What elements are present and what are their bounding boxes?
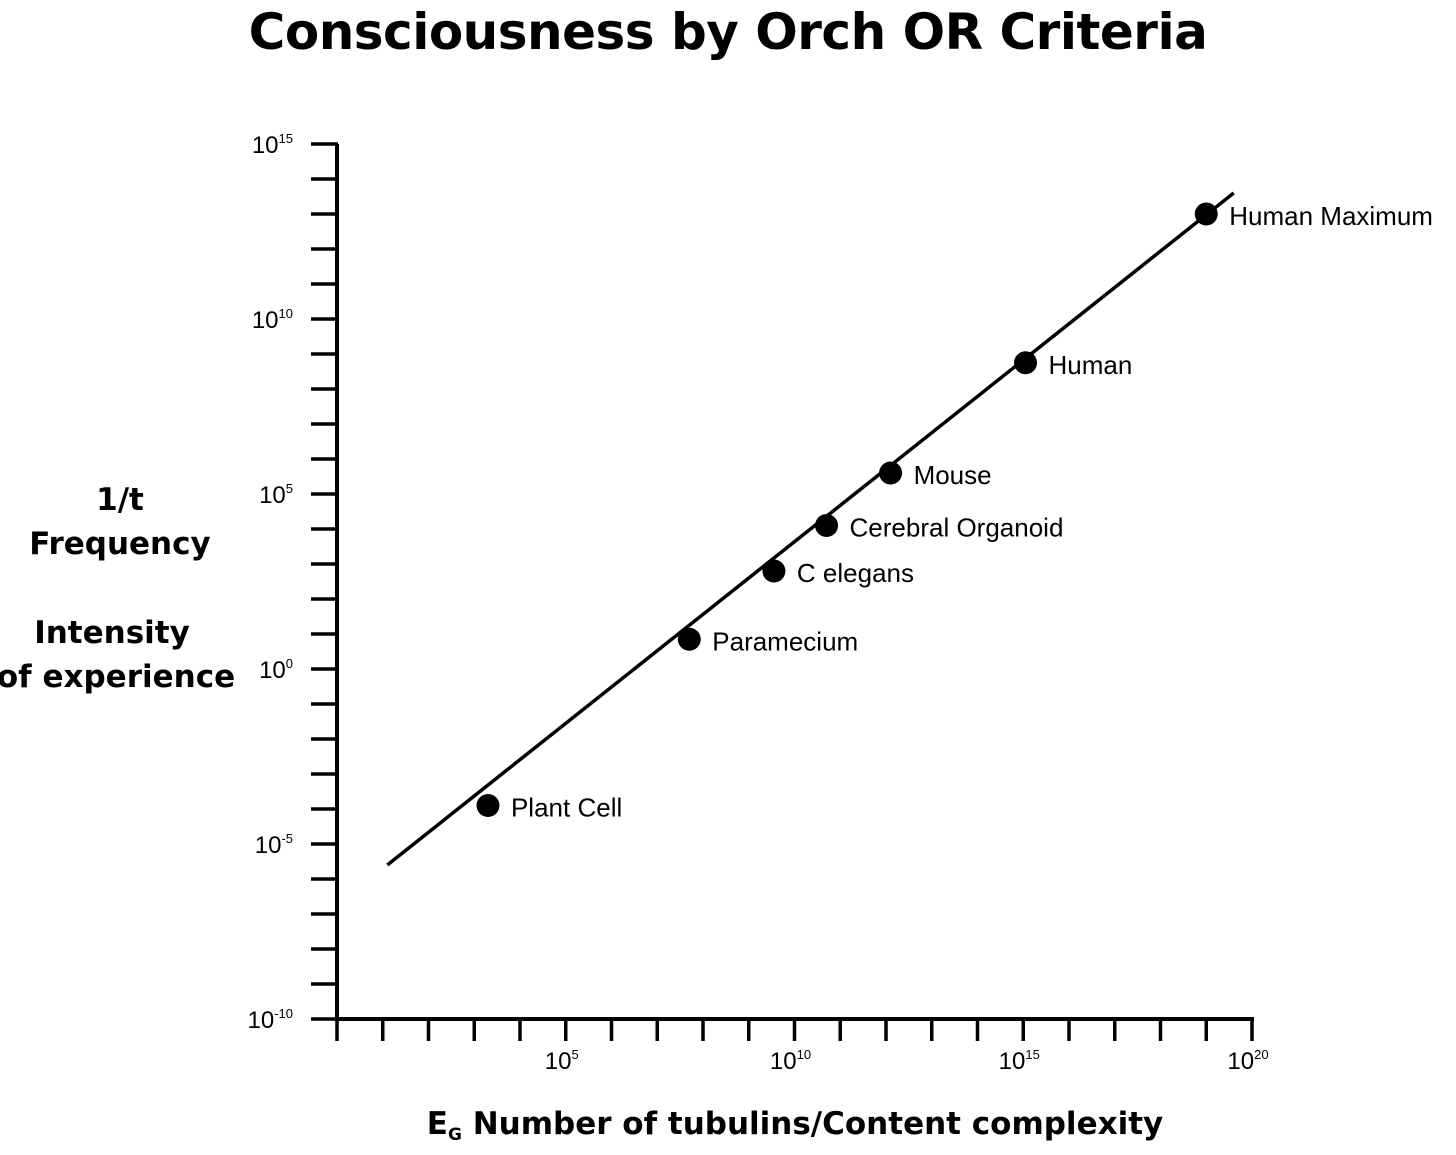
x-tick-label-exponent: 5 [571,1047,578,1062]
data-point-label: Plant Cell [511,793,622,823]
data-points: Plant Cell Paramecium C elegans Cerebral Or… [476,201,1433,823]
data-point [815,514,839,537]
x-tick-label: 1010 [770,1047,811,1075]
x-tick-label: 105 [545,1047,579,1075]
y-tick-label-exponent: 15 [279,131,293,146]
data-point-label: Human [1049,350,1133,380]
trend-line-layer [386,191,1235,867]
chart-title: Consciousness by Orch OR Criteria [248,3,1208,61]
y-tick-label-exponent: 0 [286,656,293,671]
x-tick-label-base: 10 [770,1048,797,1075]
x-tick-label-exponent: 15 [1025,1047,1039,1062]
x-axis-label: EG Number of tubulins/Content complexity [0,1104,1456,1155]
x-tick-label: 1020 [1227,1047,1268,1075]
x-axis-label-subscript: G [447,1125,462,1145]
x-axis-label-text: Number of tubulins/Content complexity [461,1106,1164,1142]
y-axis-label-line-3: Intensity [34,615,190,651]
y-tick-label-base: 10 [255,832,282,859]
trend-line [386,191,1235,867]
y-tick-label-base: 10 [259,482,286,509]
data-point-label: Mouse [914,460,992,490]
y-tick-label-exponent: -10 [274,1006,293,1021]
y-axis-label-line-2: Frequency [29,526,211,562]
y-tick-label-exponent: 10 [279,306,293,321]
data-point-label: C elegans [797,558,914,588]
y-tick-label: 100 [259,656,293,684]
y-tick-label: 1010 [252,306,293,334]
data-point [879,461,903,485]
y-tick-label: 10-5 [255,831,293,859]
y-tick-label-exponent: 5 [286,481,293,496]
y-tick-label-exponent: -5 [281,831,293,846]
y-tick-label-base: 10 [248,1007,275,1034]
data-point [476,794,500,817]
y-tick-label-base: 10 [259,657,286,684]
data-point [1194,202,1218,226]
data-point-label: Cerebral Organoid [850,513,1064,543]
y-tick-label: 10-10 [248,1006,294,1034]
y-tick-label: 105 [259,481,293,509]
y-tick-label: 1015 [252,131,293,159]
data-point [677,627,701,651]
y-axis-label-line-4: of experience [0,659,236,695]
data-point [1014,351,1038,375]
x-tick-label-exponent: 20 [1254,1047,1268,1062]
x-tick-label-exponent: 10 [797,1047,811,1062]
x-tick-label-base: 10 [999,1048,1026,1075]
y-tick-label-base: 10 [252,307,279,334]
x-tick-label: 1015 [999,1047,1040,1075]
data-point-label: Paramecium [712,626,858,656]
x-tick-label-base: 10 [545,1048,572,1075]
data-point-label: Human Maximum [1229,201,1433,231]
x-tick-label-base: 10 [1227,1048,1254,1075]
y-axis-label-line-1: 1/t [96,482,144,518]
y-tick-label-base: 10 [252,132,279,159]
data-point [762,559,786,583]
x-axis-label-prefix: E [426,1106,448,1142]
